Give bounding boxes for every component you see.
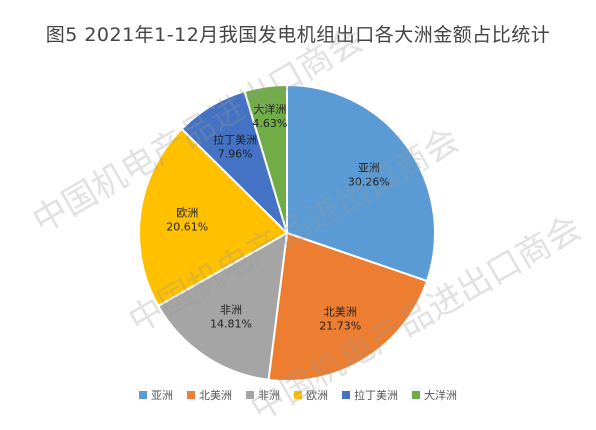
slice-category-label: 拉丁美洲 (213, 133, 257, 147)
legend-item: 欧洲 (294, 387, 328, 403)
legend-item: 非洲 (246, 387, 280, 403)
legend-item: 北美洲 (187, 387, 232, 403)
slice-value-label: 20.61% (166, 221, 208, 234)
pie-slice-5 (243, 83, 288, 234)
slice-value-label: 4.63% (252, 117, 287, 130)
legend-item: 拉丁美洲 (342, 387, 398, 403)
legend-label: 大洋洲 (424, 389, 457, 402)
legend-label: 拉丁美洲 (354, 389, 398, 402)
pie-slice-0 (286, 83, 436, 283)
legend-label: 亚洲 (151, 389, 173, 402)
slice-value-label: 21.73% (319, 319, 361, 332)
legend-item: 大洋洲 (412, 387, 457, 403)
chart-frame: 图5 2021年1-12月我国发电机组出口各大洲金额占比统计 亚洲 30.26% 北… (0, 19, 596, 430)
legend: 亚洲 北美洲 非洲 欧洲 拉丁美洲 大洋洲 (0, 387, 596, 403)
legend-label: 非洲 (258, 389, 280, 402)
slice-category-label: 北美洲 (324, 305, 357, 318)
slice-value-label: 7.96% (218, 148, 253, 161)
legend-swatch (412, 391, 420, 399)
pie-slice-2 (156, 231, 289, 381)
legend-swatch (246, 391, 254, 399)
slice-value-label: 14.81% (210, 318, 252, 331)
legend-label: 北美洲 (199, 389, 232, 402)
slice-category-label: 非洲 (220, 304, 242, 317)
legend-item: 亚洲 (139, 387, 173, 403)
pie-slice-3 (138, 127, 289, 308)
slice-value-label: 30.26% (348, 176, 390, 189)
slice-category-label: 亚洲 (358, 162, 380, 175)
legend-swatch (139, 391, 147, 399)
legend-swatch (187, 391, 195, 399)
legend-label: 欧洲 (306, 389, 328, 402)
pie-slice-1 (267, 231, 429, 382)
slice-category-label: 大洋洲 (253, 102, 286, 116)
chart-title: 图5 2021年1-12月我国发电机组出口各大洲金额占比统计 (45, 24, 551, 46)
slice-category-label: 欧洲 (176, 207, 198, 220)
legend-swatch (294, 391, 302, 399)
legend-swatch (342, 391, 350, 399)
